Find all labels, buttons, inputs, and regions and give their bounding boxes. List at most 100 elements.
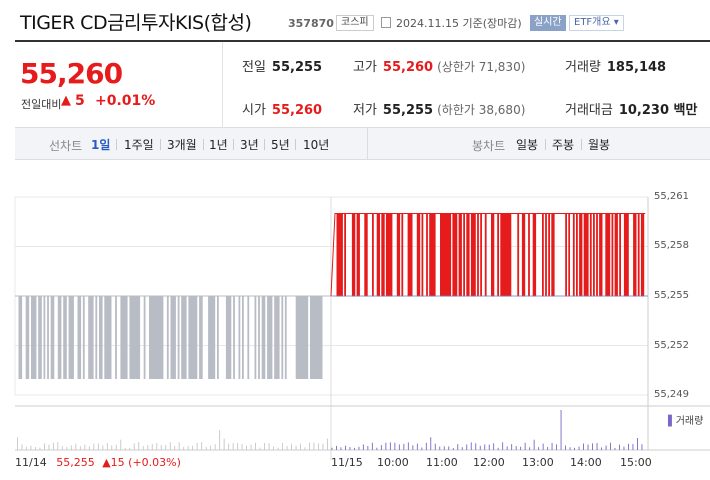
volume-bar <box>452 448 454 450</box>
volume-bar <box>466 444 468 450</box>
volume-bar <box>66 447 68 450</box>
volume-bar <box>309 442 310 450</box>
volume-bar <box>61 446 63 450</box>
prev-rate: (+0.03%) <box>128 456 181 469</box>
tab-weekly-candle[interactable]: 주봉 <box>552 138 575 152</box>
volume-bar <box>403 443 405 450</box>
volume-bar <box>601 447 602 450</box>
volume-bar <box>304 447 306 450</box>
tab-1w[interactable]: 1주일 <box>124 138 154 152</box>
volume-bar <box>331 447 333 450</box>
volume-bar <box>345 445 346 450</box>
volume-bar <box>371 442 373 450</box>
volume-bar <box>241 444 243 450</box>
volume-bar <box>497 447 499 450</box>
base-date: 2024.11.15 기준(장마감) <box>396 17 522 30</box>
volume-bar <box>394 442 396 450</box>
volume-bar <box>286 446 288 450</box>
volume-bar <box>628 443 629 450</box>
volume-bar <box>165 444 167 450</box>
prev-change: 15 <box>110 456 125 469</box>
volume-bar <box>560 410 562 450</box>
x-tick-label: 12:00 <box>473 456 505 469</box>
y-tick-label: 55,249 <box>654 389 689 400</box>
tab-monthly-candle[interactable]: 월봉 <box>588 138 611 152</box>
volume-bar <box>520 446 522 450</box>
volume-bar <box>142 446 144 450</box>
etf-overview-button[interactable]: ETF개요 ▾ <box>569 15 624 31</box>
tab-1y[interactable]: 1년 <box>209 138 228 152</box>
volume-bar <box>574 447 575 450</box>
etf-title: TIGER CD금리투자KIS(합성) <box>20 12 252 34</box>
volume-bar <box>389 442 391 450</box>
volume-bar <box>232 443 234 450</box>
volume-bar <box>596 442 598 450</box>
y-tick-label: 55,261 <box>654 191 689 202</box>
volume-bar <box>416 443 418 450</box>
volume-bar <box>237 443 239 450</box>
volume-bar <box>349 447 351 450</box>
volume-bar <box>187 445 189 450</box>
volume-bar <box>84 444 86 450</box>
volume-bar <box>291 443 292 450</box>
volume-bar <box>264 443 265 450</box>
stat-value: 55,255 <box>382 103 434 118</box>
tab-3m[interactable]: 3개월 <box>167 138 197 152</box>
tab-separator <box>233 139 234 150</box>
volume-bar <box>322 443 324 450</box>
stat-prev-close: 전일 55,255 <box>242 56 322 75</box>
y-tick-label: 55,255 <box>654 290 689 301</box>
tab-daily-candle[interactable]: 일봉 <box>516 138 539 152</box>
volume-bar <box>367 446 369 450</box>
current-price-box: 55,260 전일대비 ▲ 5 +0.01% <box>15 42 223 128</box>
stat-label: 거래대금 <box>565 103 613 118</box>
tab-3y[interactable]: 3년 <box>240 138 259 152</box>
volume-bar <box>524 442 526 450</box>
volume-bar <box>210 445 212 450</box>
up-arrow-icon: ▲ <box>61 93 71 108</box>
volume-bar <box>39 447 41 450</box>
calendar-icon <box>381 17 391 28</box>
volume-bar <box>511 444 513 450</box>
volume-bar <box>192 445 194 450</box>
line-chart-label: 선차트 <box>49 139 83 153</box>
volume-bar <box>461 447 463 450</box>
stat-sub: (하한가 38,680) <box>437 103 526 117</box>
tab-separator <box>160 139 161 150</box>
volume-bar <box>169 442 171 450</box>
volume-bar <box>147 445 149 450</box>
x-tick-label: 11:00 <box>426 456 458 469</box>
volume-bar <box>201 442 203 450</box>
volume-bar <box>632 444 634 450</box>
volume-bar <box>219 430 221 450</box>
stat-high: 고가 55,260 (상한가 71,830) <box>353 56 525 75</box>
tab-1d[interactable]: 1일 <box>91 138 111 152</box>
volume-bar <box>102 445 104 450</box>
volume-bar <box>340 447 342 450</box>
volume-bar <box>26 446 27 450</box>
tab-separator <box>295 139 296 150</box>
volume-bar <box>178 442 180 450</box>
volume-bar <box>30 445 32 450</box>
volume-bar <box>129 447 131 450</box>
stat-value: 55,260 <box>271 103 323 118</box>
y-tick-label: 55,258 <box>654 240 689 251</box>
realtime-button[interactable]: 실시간 <box>530 15 566 31</box>
volume-bar <box>151 444 153 450</box>
volume-bar <box>421 447 423 450</box>
header: TIGER CD금리투자KIS(합성) 357870 코스피 2024.11.1… <box>0 0 710 40</box>
price-summary: 55,260 전일대비 ▲ 5 +0.01% 전일 55,255 고가 55,260… <box>15 42 710 128</box>
volume-bar <box>610 442 611 450</box>
tab-10y[interactable]: 10년 <box>303 138 330 152</box>
volume-bar <box>434 443 436 450</box>
change-value: 5 <box>75 93 85 109</box>
tab-5y[interactable]: 5년 <box>271 138 290 152</box>
stat-value: 55,255 <box>271 60 323 75</box>
volume-legend: ▌거래량 <box>668 412 703 427</box>
volume-bar <box>407 442 409 450</box>
candle-chart-label: 봉차트 <box>472 139 506 153</box>
volume-bar <box>57 442 59 450</box>
stat-value: 55,260 <box>382 60 434 75</box>
volume-bar <box>619 444 620 450</box>
volume-bar <box>336 445 337 450</box>
